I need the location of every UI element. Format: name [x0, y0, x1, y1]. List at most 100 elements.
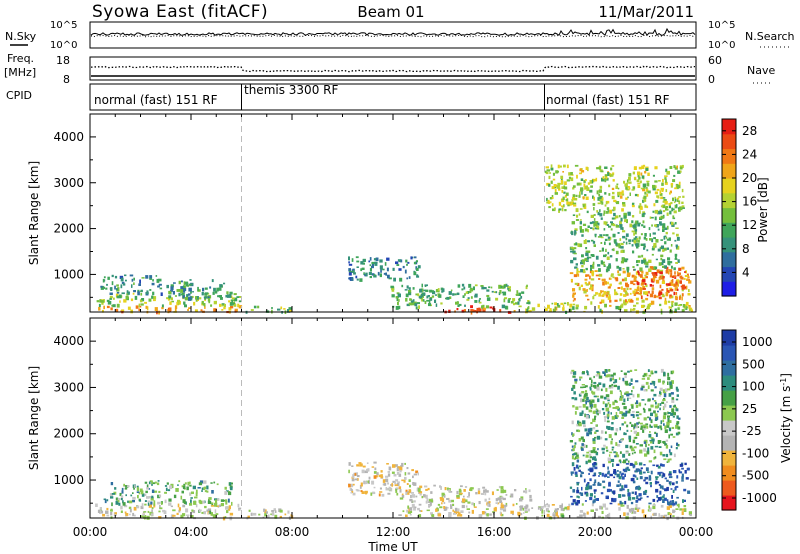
power-cell: [151, 282, 155, 286]
velocity-cell: [643, 471, 646, 474]
power-cell: [418, 296, 422, 299]
power-cell: [662, 223, 666, 225]
power-cell: [629, 223, 633, 228]
power-cell: [587, 298, 590, 301]
velocity-cell: [546, 503, 549, 505]
power-cell: [573, 204, 577, 207]
velocity-cell: [624, 375, 627, 379]
power-cell: [191, 295, 194, 298]
velocity-cell: [652, 505, 656, 510]
velocity-cell: [596, 386, 600, 391]
velocity-cell: [141, 490, 144, 495]
power-cell: [356, 278, 359, 281]
velocity-cell: [500, 513, 504, 517]
power-cell: [369, 257, 372, 261]
velocity-cell: [419, 485, 423, 489]
power-cell: [130, 309, 133, 314]
velocity-cell: [647, 369, 650, 372]
power-cell: [673, 201, 676, 204]
power-cell: [591, 272, 594, 277]
power-cell: [232, 297, 235, 300]
power-cell: [166, 284, 169, 289]
power-cell: [633, 304, 637, 307]
velocity-cell: [541, 509, 544, 514]
velocity-cell: [685, 477, 689, 480]
power-cell: [631, 189, 635, 191]
velocity-cell: [473, 503, 475, 507]
power-cell: [583, 289, 587, 294]
power-cell: [585, 239, 587, 243]
power-cell: [149, 289, 152, 291]
velocity-cell: [622, 488, 625, 491]
velocity-cell: [649, 439, 653, 442]
velocity-cell: [415, 470, 419, 474]
power-cell: [167, 298, 170, 301]
power-cell: [685, 270, 687, 274]
velocity-cell: [604, 418, 606, 422]
power-cell: [236, 296, 240, 298]
velocity-cell: [605, 514, 607, 518]
power-cell: [670, 280, 673, 282]
power-cell: [620, 286, 623, 290]
colorbar-tick-label: 8: [742, 242, 750, 256]
power-cell: [660, 257, 663, 261]
power-cell: [668, 204, 671, 209]
velocity-cell: [612, 407, 616, 409]
power-cell: [637, 182, 641, 185]
velocity-cell: [450, 504, 452, 508]
power-cell: [660, 239, 663, 241]
power-cell: [612, 233, 616, 238]
power-cell: [665, 231, 668, 235]
velocity-cell: [670, 370, 674, 375]
velocity-cell: [514, 489, 517, 492]
power-cell: [611, 173, 614, 177]
velocity-cell: [625, 451, 629, 454]
velocity-cell: [428, 504, 432, 507]
velocity-cell: [595, 451, 599, 456]
velocity-cell: [593, 462, 597, 465]
colorbar-swatch: [722, 435, 736, 451]
power-cell: [619, 293, 623, 296]
velocity-cell: [666, 401, 668, 403]
power-cell: [662, 295, 665, 298]
power-cell: [676, 284, 679, 287]
velocity-cell: [606, 488, 610, 493]
power-cell: [625, 233, 629, 237]
power-cell: [593, 218, 596, 221]
velocity-cell: [366, 468, 370, 472]
velocity-cell: [624, 500, 627, 505]
velocity-cell: [634, 475, 637, 478]
velocity-cell: [225, 490, 229, 493]
power-cell: [595, 225, 600, 228]
power-cell: [174, 295, 177, 297]
velocity-cell: [576, 454, 579, 458]
colorbar-swatch: [722, 345, 736, 361]
velocity-cell: [418, 503, 422, 506]
power-cell: [103, 305, 105, 310]
velocity-cell: [173, 494, 177, 499]
velocity-cell: [571, 502, 574, 506]
velocity-cell: [439, 497, 443, 500]
velocity-cell: [683, 505, 687, 508]
velocity-cell: [154, 481, 157, 484]
power-cell: [478, 299, 481, 303]
power-cell: [654, 266, 658, 270]
velocity-cell: [590, 450, 594, 454]
power-cell: [654, 166, 658, 170]
velocity-cell: [212, 514, 217, 518]
velocity-cell: [576, 481, 580, 484]
power-cell: [595, 274, 600, 277]
velocity-cell: [617, 408, 620, 411]
velocity-cell: [636, 422, 639, 425]
power-cell: [666, 284, 669, 287]
power-cell: [586, 256, 589, 260]
power-cell: [646, 180, 650, 183]
power-cell: [617, 191, 620, 196]
power-cell: [584, 278, 588, 281]
power-cell: [631, 215, 635, 218]
power-cell: [115, 293, 119, 298]
power-cell: [637, 171, 641, 176]
velocity-cell: [349, 488, 353, 491]
power-cell: [640, 243, 644, 246]
power-cell: [408, 276, 411, 279]
